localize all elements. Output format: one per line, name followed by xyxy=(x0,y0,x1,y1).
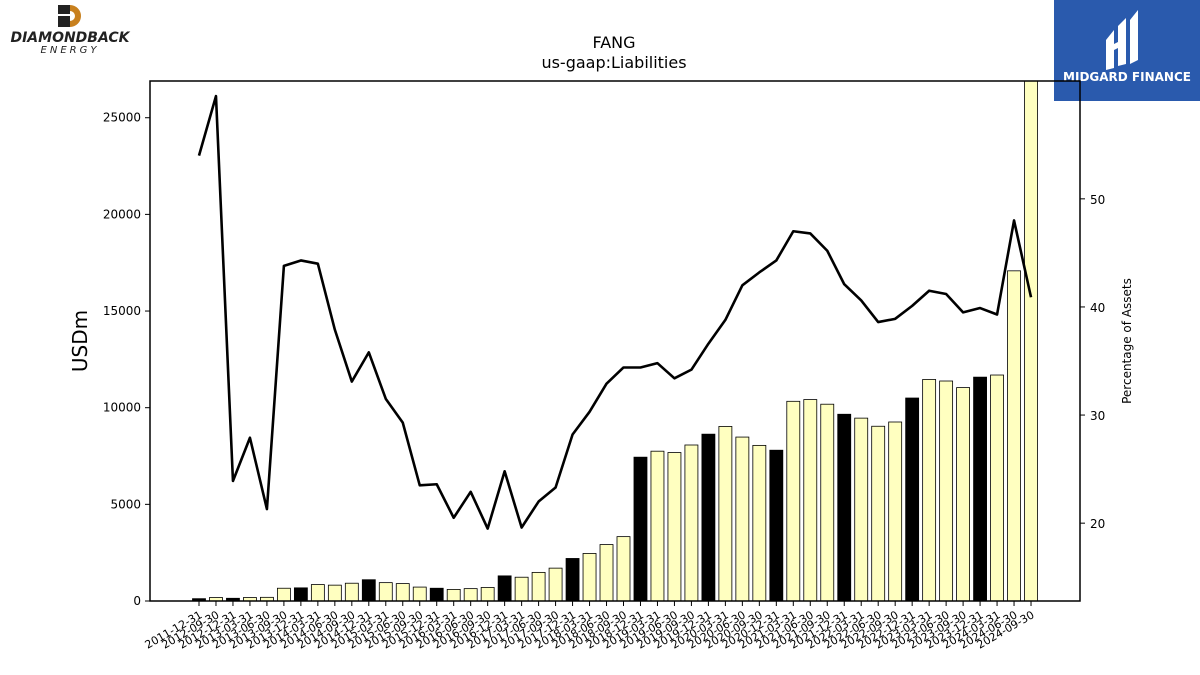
y-axis-label: USDm xyxy=(68,310,92,372)
bar-2022-06-30 xyxy=(871,425,886,602)
bar-2021-06-30 xyxy=(803,399,818,602)
bar-2018-06-30 xyxy=(599,544,614,602)
bar-2022-03-31 xyxy=(854,417,869,602)
bar-2016-12-31 xyxy=(497,575,512,602)
bar-2014-12-31 xyxy=(361,579,376,602)
bar-2020-06-30 xyxy=(735,436,750,602)
bar-2018-09-30 xyxy=(616,536,631,602)
bar-2017-03-31 xyxy=(514,576,529,602)
bar-2014-09-30 xyxy=(344,582,359,602)
bar-series xyxy=(192,80,1038,602)
bar-2017-12-31 xyxy=(565,558,580,602)
y2-tick-label: 40 xyxy=(1090,301,1105,315)
bar-2019-06-30 xyxy=(667,452,682,602)
midgard-name: MIDGARD FINANCE xyxy=(1063,70,1191,84)
bar-2013-12-31 xyxy=(293,587,308,602)
diamondback-energy-logo: DIAMONDBACK ENERGY xyxy=(10,5,131,56)
bar-2023-12-31 xyxy=(973,376,987,602)
percentage-of-assets-line xyxy=(197,94,1033,530)
bar-2019-12-31 xyxy=(701,433,716,602)
bar-2024-06-30 xyxy=(1007,270,1021,602)
y2-axis-label: Percentage of Assets xyxy=(1120,278,1134,404)
y2-tick-label: 50 xyxy=(1090,193,1105,207)
left-axis: 0 5000 10000 15000 20000 25000 xyxy=(103,111,150,608)
bar-2019-09-30 xyxy=(684,444,699,602)
bar-2016-03-31 xyxy=(446,589,461,602)
right-axis: 20 30 40 50 xyxy=(1080,193,1105,531)
bar-2017-09-30 xyxy=(548,567,563,602)
bar-2017-06-30 xyxy=(531,571,546,602)
diamondback-emblem-icon xyxy=(58,5,81,27)
y-tick-label: 15000 xyxy=(103,304,141,318)
y-tick-label: 20000 xyxy=(103,207,141,221)
line-series xyxy=(197,94,1033,530)
bar-2015-12-31 xyxy=(429,587,444,602)
bar-2020-03-31 xyxy=(718,426,733,602)
bar-2019-03-31 xyxy=(650,450,665,602)
bar-2024-03-31 xyxy=(990,374,1004,602)
midgard-finance-logo: MIDGARD FINANCE xyxy=(1054,0,1200,101)
y-tick-label: 25000 xyxy=(103,111,141,125)
bar-2018-03-31 xyxy=(582,553,597,602)
bar-2021-03-31 xyxy=(786,400,801,602)
bar-2023-09-30 xyxy=(956,387,970,602)
chart-subtitle: us-gaap:Liabilities xyxy=(541,53,686,72)
chart-title: FANG xyxy=(592,33,635,52)
diamondback-sub: ENERGY xyxy=(41,45,100,56)
bar-2016-09-30 xyxy=(480,587,495,602)
y2-tick-label: 30 xyxy=(1090,409,1105,423)
bar-2016-06-30 xyxy=(463,588,478,602)
bar-2015-06-30 xyxy=(395,583,410,602)
x-axis: 2011-12-312012-09-302012-12-312013-03-31… xyxy=(143,601,1037,652)
y-tick-label: 10000 xyxy=(103,401,141,415)
bar-2021-12-31 xyxy=(837,413,852,602)
plot-frame xyxy=(149,80,1081,602)
bar-2020-09-30 xyxy=(752,444,767,602)
y-tick-label: 0 xyxy=(133,594,141,608)
bar-2021-09-30 xyxy=(820,403,835,602)
bar-2023-03-31 xyxy=(922,379,937,602)
bar-2013-09-30 xyxy=(276,587,291,602)
bar-2015-03-31 xyxy=(378,582,393,602)
bar-2018-12-31 xyxy=(633,456,648,602)
bar-2022-12-31 xyxy=(905,397,920,602)
y-tick-label: 5000 xyxy=(110,497,141,511)
bar-2014-03-31 xyxy=(310,584,325,602)
bar-2020-12-31 xyxy=(769,449,784,602)
bar-2022-09-30 xyxy=(888,421,903,602)
y2-tick-label: 20 xyxy=(1090,517,1105,531)
bar-2015-09-30 xyxy=(412,586,427,602)
diamondback-name: DIAMONDBACK xyxy=(10,30,130,46)
midgard-emblem-icon xyxy=(1106,10,1138,70)
bar-2024-09-30 xyxy=(1024,80,1038,602)
bar-2023-06-30 xyxy=(939,380,954,602)
bar-2014-06-30 xyxy=(327,584,342,602)
